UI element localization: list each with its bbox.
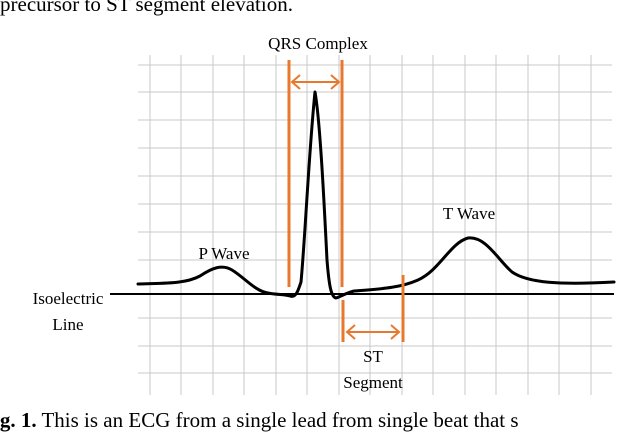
qrs-annotation bbox=[287, 60, 344, 287]
preceding-text-line: precursor to ST segment elevation. bbox=[0, 0, 293, 16]
caption-text: This is an ECG from a single lead from s… bbox=[36, 408, 519, 432]
qrs-complex-label: QRS Complex bbox=[268, 34, 368, 53]
st-annotation bbox=[341, 275, 405, 342]
t-wave-label: T Wave bbox=[443, 204, 495, 223]
st-segment-label-line1: ST bbox=[363, 347, 383, 366]
ecg-grid bbox=[138, 55, 612, 395]
isoelectric-label-line2: Line bbox=[52, 315, 83, 334]
isoelectric-label-line1: Isoelectric bbox=[33, 289, 104, 308]
p-wave-label: P Wave bbox=[198, 244, 249, 263]
st-segment-label-line2: Segment bbox=[343, 373, 403, 392]
ecg-trace bbox=[136, 90, 616, 300]
caption-figure-number: ig. 1. bbox=[0, 408, 37, 432]
figure-caption: ig. 1. This is an ECG from a single lead… bbox=[0, 410, 519, 431]
